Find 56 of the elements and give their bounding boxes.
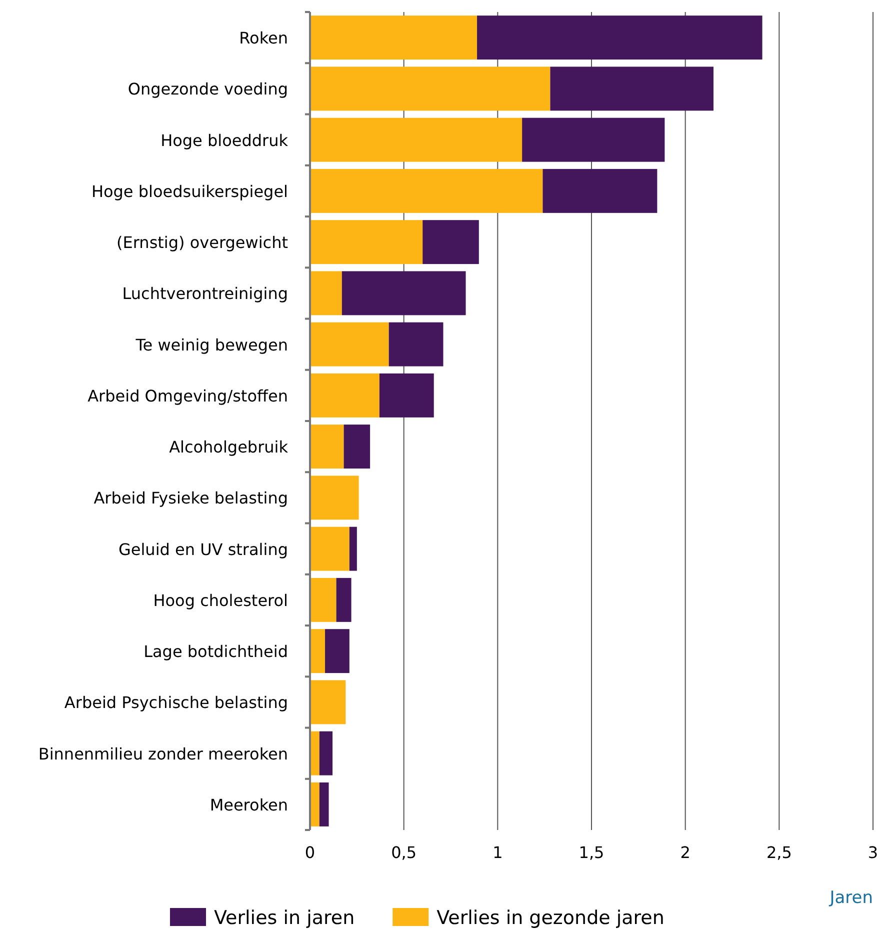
- bar: [310, 526, 350, 571]
- bar: [310, 220, 423, 264]
- bar: [310, 476, 359, 520]
- bar: [310, 373, 380, 418]
- bar: [310, 629, 326, 674]
- x-tick-label: 1: [492, 843, 503, 862]
- y-tick-label: Hoog cholesterol: [153, 590, 288, 610]
- y-tick-label: Arbeid Psychische belasting: [64, 692, 288, 712]
- legend-label: Verlies in gezonde jaren: [436, 907, 664, 929]
- bar: [349, 526, 357, 571]
- x-tick-label: 0: [304, 843, 316, 862]
- bar: [310, 731, 320, 776]
- y-tick-label: Ongezonde voeding: [128, 79, 288, 98]
- bar: [522, 118, 665, 162]
- y-tick-label: Hoge bloedsuikerspiegel: [91, 181, 288, 200]
- y-tick-label: (Ernstig) overgewicht: [116, 232, 288, 252]
- y-tick-label: Geluid en UV straling: [118, 539, 288, 558]
- bar: [310, 16, 478, 60]
- bar: [379, 373, 434, 418]
- bar: [310, 578, 336, 622]
- bar: [477, 16, 762, 60]
- x-tick-label: 0,5: [391, 843, 417, 862]
- bar: [422, 220, 479, 264]
- bar: [388, 322, 444, 366]
- bar: [310, 782, 320, 826]
- bar: [319, 782, 329, 826]
- y-tick-label: Meeroken: [210, 794, 288, 814]
- bar: [325, 629, 350, 674]
- y-tick-label: Arbeid Omgeving/stoffen: [88, 386, 288, 405]
- y-tick-label: Lage botdichtheid: [144, 642, 288, 661]
- bar: [310, 168, 543, 213]
- bar: [310, 322, 389, 366]
- y-tick-label: Te weinig bewegen: [134, 334, 288, 354]
- x-tick-label: 1,5: [578, 843, 604, 862]
- x-tick-label: 3: [868, 843, 878, 862]
- bar: [319, 731, 333, 776]
- bar: [344, 424, 370, 469]
- x-tick-label: 2: [680, 843, 690, 862]
- y-tick-label: Alcoholgebruik: [169, 437, 289, 456]
- y-tick-label: Arbeid Fysieke belasting: [94, 488, 288, 508]
- y-tick-label: Roken: [239, 28, 288, 48]
- bar: [310, 118, 522, 162]
- legend-label: Verlies in jaren: [214, 907, 355, 929]
- y-tick-label: Binnenmilieu zonder meeroken: [38, 744, 288, 763]
- bar: [342, 271, 466, 316]
- bar: [550, 66, 714, 111]
- x-tick-label: 2,5: [766, 843, 792, 862]
- x-axis-title: Jaren: [828, 888, 873, 908]
- bar: [310, 680, 346, 724]
- y-tick-label: Luchtverontreiniging: [122, 284, 288, 303]
- bar: [310, 424, 344, 469]
- bar: [310, 271, 342, 316]
- y-tick-label: Hoge bloeddruk: [160, 130, 289, 150]
- bar: [336, 578, 352, 622]
- bar: [542, 168, 658, 213]
- bar: [310, 66, 550, 111]
